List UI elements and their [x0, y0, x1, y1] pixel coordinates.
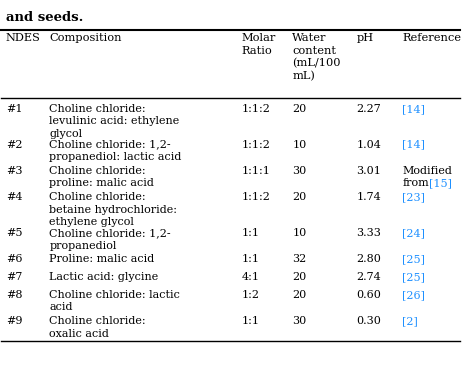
Text: [14]: [14] [402, 140, 425, 150]
Text: 2.80: 2.80 [356, 254, 381, 265]
Text: 1:1:2: 1:1:2 [242, 140, 271, 150]
Text: Choline chloride:
levulinic acid: ethylene
glycol: Choline chloride: levulinic acid: ethyle… [49, 104, 180, 138]
Text: [25]: [25] [402, 254, 425, 265]
Text: [24]: [24] [402, 228, 425, 238]
Text: #8: #8 [6, 290, 22, 300]
Text: [26]: [26] [402, 290, 425, 300]
Text: from: from [402, 178, 429, 188]
Text: 0.60: 0.60 [356, 290, 381, 300]
Text: Choline chloride:
oxalic acid: Choline chloride: oxalic acid [49, 316, 146, 338]
Text: #5: #5 [6, 228, 22, 238]
Text: #2: #2 [6, 140, 22, 150]
Text: Molar
Ratio: Molar Ratio [242, 33, 276, 56]
Text: #3: #3 [6, 166, 22, 176]
Text: NDES: NDES [6, 33, 41, 44]
Text: 20: 20 [292, 104, 307, 114]
Text: 1:1:2: 1:1:2 [242, 104, 271, 114]
Text: Choline chloride:
betaine hydrochloride:
ethylene glycol: Choline chloride: betaine hydrochloride:… [49, 192, 177, 227]
Text: Composition: Composition [49, 33, 122, 44]
Text: Choline chloride: 1,2-
propanediol: Choline chloride: 1,2- propanediol [49, 228, 171, 251]
Text: 0.30: 0.30 [356, 316, 381, 326]
Text: 2.27: 2.27 [356, 104, 381, 114]
Text: 1:2: 1:2 [242, 290, 260, 300]
Text: 1:1:2: 1:1:2 [242, 192, 271, 202]
Text: Lactic acid: glycine: Lactic acid: glycine [49, 272, 159, 282]
Text: 2.74: 2.74 [356, 272, 381, 282]
Text: Reference: Reference [402, 33, 461, 44]
Text: 1:1:1: 1:1:1 [242, 166, 271, 176]
Text: 1:1: 1:1 [242, 228, 260, 238]
Text: [25]: [25] [402, 272, 425, 282]
Text: 30: 30 [292, 316, 307, 326]
Text: [14]: [14] [402, 104, 425, 114]
Text: #6: #6 [6, 254, 22, 265]
Text: 10: 10 [292, 228, 307, 238]
Text: Choline chloride: lactic
acid: Choline chloride: lactic acid [49, 290, 181, 312]
Text: 1:1: 1:1 [242, 316, 260, 326]
Text: 1:1: 1:1 [242, 254, 260, 265]
Text: 3.01: 3.01 [356, 166, 381, 176]
Text: #1: #1 [6, 104, 22, 114]
Text: and seeds.: and seeds. [6, 11, 83, 24]
Text: Choline chloride:
proline: malic acid: Choline chloride: proline: malic acid [49, 166, 155, 188]
Text: 20: 20 [292, 290, 307, 300]
Text: #9: #9 [6, 316, 22, 326]
Text: pH: pH [356, 33, 374, 44]
Text: Water
content
(mL/100
mL): Water content (mL/100 mL) [292, 33, 341, 81]
Text: Modified: Modified [402, 166, 452, 176]
Text: Proline: malic acid: Proline: malic acid [49, 254, 155, 265]
Text: [2]: [2] [402, 316, 418, 326]
Text: [23]: [23] [402, 192, 425, 202]
Text: #4: #4 [6, 192, 22, 202]
Text: 20: 20 [292, 272, 307, 282]
Text: 1.04: 1.04 [356, 140, 381, 150]
Text: #7: #7 [6, 272, 22, 282]
Text: 32: 32 [292, 254, 307, 265]
Text: [15]: [15] [429, 178, 452, 188]
Text: Choline chloride: 1,2-
propanediol: lactic acid: Choline chloride: 1,2- propanediol: lact… [49, 140, 182, 162]
Text: 20: 20 [292, 192, 307, 202]
Text: 10: 10 [292, 140, 307, 150]
Text: 1.74: 1.74 [356, 192, 381, 202]
Text: 30: 30 [292, 166, 307, 176]
Text: 4:1: 4:1 [242, 272, 260, 282]
Text: 3.33: 3.33 [356, 228, 381, 238]
